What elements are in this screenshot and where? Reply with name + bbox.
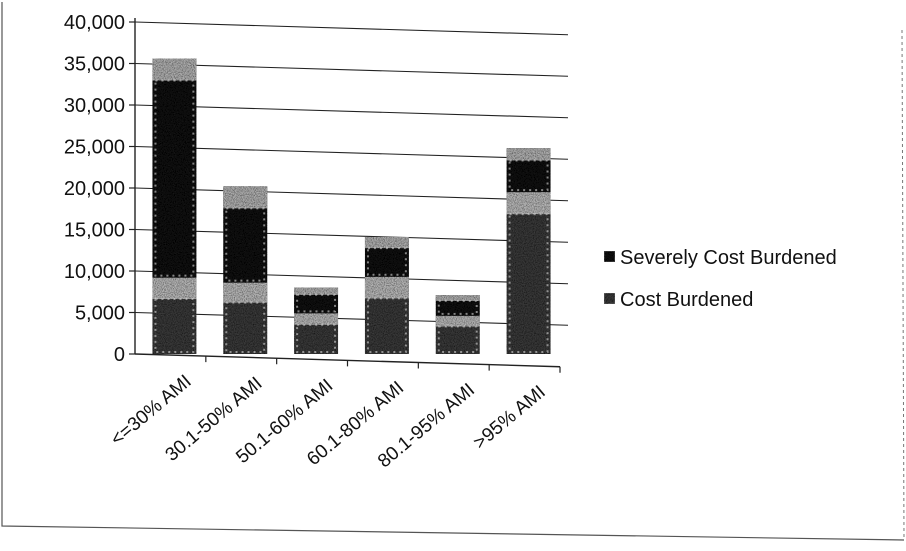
bar-segment-cost-burdened <box>364 276 409 354</box>
legend-swatch <box>603 292 616 305</box>
legend: Severely Cost Burdened Cost Burdened <box>603 247 837 311</box>
gridline <box>134 187 569 202</box>
gridline <box>134 62 569 77</box>
bar-segment-severely-cost-burdened <box>364 236 409 277</box>
bar-segment-severely-cost-burdened <box>294 287 339 314</box>
gridline <box>134 270 569 285</box>
legend-swatch <box>603 250 616 263</box>
legend-label: Cost Burdened <box>620 289 753 311</box>
gridlines <box>134 21 569 326</box>
bars <box>152 58 551 354</box>
y-tick-label: 30,000 <box>64 95 125 117</box>
legend-item: Cost Burdened <box>603 289 753 311</box>
y-tick-label: 35,000 <box>64 54 125 76</box>
y-tick-label: 40,000 <box>64 12 125 34</box>
bar-segment-cost-burdened <box>435 315 480 354</box>
y-tick-label: 10,000 <box>64 261 125 283</box>
bar-segment-cost-burdened <box>223 282 268 354</box>
legend-item: Severely Cost Burdened <box>603 247 837 269</box>
bar-segment-severely-cost-burdened <box>506 148 551 193</box>
y-tick-labels: 0 5,000 10,000 15,000 20,000 25,000 30,000 35,0… <box>64 12 125 366</box>
y-tick-label: 25,000 <box>64 137 125 159</box>
gridline <box>134 145 569 160</box>
y-tick-label: 20,000 <box>64 178 125 200</box>
axes <box>129 18 561 373</box>
gridline <box>134 21 569 36</box>
x-tick-label: >95% AMI <box>470 382 550 454</box>
y-tick-label: 0 <box>114 344 125 366</box>
bar-segment-severely-cost-burdened <box>152 58 197 278</box>
bar-segment-cost-burdened <box>294 313 339 354</box>
bar-segment-cost-burdened <box>152 277 197 354</box>
gridline <box>134 228 569 243</box>
gridline <box>134 104 569 119</box>
y-tick-label: 15,000 <box>64 220 125 242</box>
gridline <box>134 311 569 326</box>
bar-segment-severely-cost-burdened <box>223 186 268 283</box>
y-tick-label: 5,000 <box>75 303 125 325</box>
bar-segment-cost-burdened <box>506 192 551 354</box>
legend-label: Severely Cost Burdened <box>620 247 837 269</box>
bar-segment-severely-cost-burdened <box>435 295 480 316</box>
